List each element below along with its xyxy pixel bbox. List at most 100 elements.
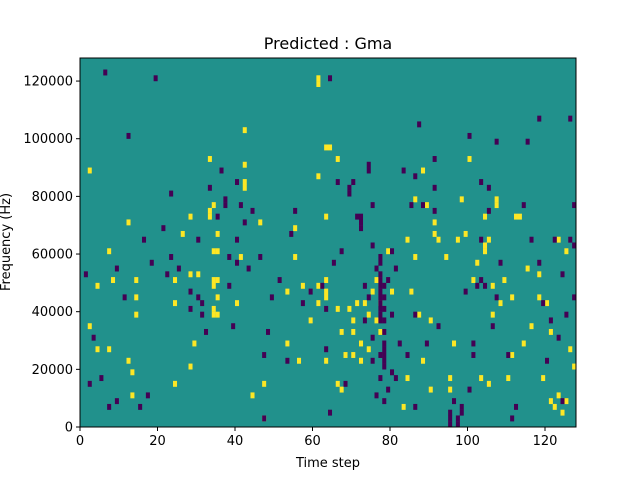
heatmap-cell-low <box>378 375 383 382</box>
heatmap-cell-low <box>382 357 387 364</box>
heatmap-cell-low <box>320 282 325 289</box>
heatmap-cell-low <box>529 236 534 243</box>
heatmap-cell-low <box>366 294 371 301</box>
heatmap-cell-low <box>277 277 282 284</box>
heatmap-cell-high <box>324 213 329 220</box>
heatmap-cell-high <box>471 277 476 284</box>
heatmap-cell-high <box>486 236 491 243</box>
heatmap-cell-low <box>436 323 441 330</box>
heatmap-cell-high <box>413 254 418 260</box>
heatmap-cell-high <box>339 386 344 393</box>
heatmap-cell-high <box>316 81 321 87</box>
heatmap-cell-low <box>87 380 92 387</box>
heatmap-cell-low <box>475 282 480 289</box>
heatmap-cell-low <box>378 271 383 278</box>
heatmap-cell-high <box>452 340 457 347</box>
heatmap-cell-high <box>343 352 348 358</box>
heatmap-cell-high <box>490 282 495 289</box>
heatmap-cell-low <box>122 294 127 301</box>
heatmap-cell-low <box>266 328 271 335</box>
heatmap-cell-high <box>370 288 375 295</box>
heatmap-cell-low <box>231 323 236 330</box>
heatmap-cell-low <box>479 277 484 284</box>
x-tick-label: 100 <box>455 434 480 449</box>
heatmap-cell-high <box>386 248 391 255</box>
heatmap-cell-high <box>494 196 499 203</box>
heatmap-cell-high <box>242 184 247 191</box>
heatmap-cell-high <box>134 311 139 318</box>
heatmap-cell-high <box>537 294 542 301</box>
heatmap-cell-high <box>378 328 383 335</box>
heatmap-cell-low <box>417 121 422 128</box>
heatmap-cell-low <box>413 311 418 318</box>
heatmap-cell-low <box>382 346 387 353</box>
heatmap-cell-low <box>486 184 491 191</box>
heatmap-cell-low <box>448 409 453 416</box>
heatmap-cell-high <box>444 254 449 260</box>
heatmap-cell-low <box>421 202 426 209</box>
heatmap-cell-low <box>153 75 158 82</box>
heatmap-cell-low <box>215 213 220 220</box>
heatmap-cell-low <box>362 282 367 289</box>
heatmap-cell-high <box>235 300 240 307</box>
x-tick-label: 40 <box>227 434 244 449</box>
heatmap-cell-high <box>374 277 379 284</box>
heatmap-cell-high <box>95 346 100 353</box>
heatmap-cell-high <box>324 294 329 301</box>
heatmap-cell-high <box>475 259 480 266</box>
heatmap-cell-high <box>510 352 515 358</box>
heatmap-cell-low <box>514 403 519 410</box>
heatmap-cell-low <box>161 225 166 232</box>
heatmap-cell-low <box>335 179 340 185</box>
heatmap-cell-low <box>498 259 503 266</box>
heatmap-cell-high <box>324 144 329 151</box>
y-axis: 0 20000 40000 60000 80000 100000 120000 <box>23 75 80 436</box>
heatmap-cell-low <box>378 288 383 295</box>
heatmap-cell-high <box>173 300 178 307</box>
heatmap-cell-high <box>300 282 305 289</box>
heatmap-cell-low <box>246 265 251 272</box>
heatmap-cell-low <box>521 202 526 209</box>
heatmap-cell-high <box>455 236 460 243</box>
heatmap-cell-low <box>448 415 453 422</box>
heatmap-cell-low <box>165 271 170 278</box>
heatmap-cell-low <box>413 403 418 410</box>
heatmap-cell-low <box>390 248 395 255</box>
heatmap-cell-low <box>142 236 147 243</box>
heatmap-cell-low <box>560 398 565 405</box>
heatmap-cell-high <box>173 277 178 284</box>
heatmap-cell-low <box>471 352 476 358</box>
heatmap-cell-low <box>378 277 383 284</box>
heatmap-cell-high <box>207 156 212 162</box>
heatmap-cell-high <box>258 219 263 226</box>
heatmap-cell-low <box>494 138 499 145</box>
heatmap-cell-high <box>568 346 573 353</box>
heatmap-cell-low <box>219 167 224 174</box>
heatmap-cell-high <box>250 392 255 399</box>
heatmap-cell-high <box>192 340 197 347</box>
heatmap-cell-high <box>328 144 333 151</box>
heatmap-cell-low <box>378 282 383 289</box>
heatmap-cell-high <box>87 323 92 330</box>
heatmap-cell-high <box>498 300 503 307</box>
heatmap-cell-high <box>432 230 437 237</box>
heatmap-cell-high <box>405 236 410 243</box>
heatmap-cell-high <box>424 202 429 209</box>
heatmap-cell-high <box>324 277 329 284</box>
heatmap-cell-low <box>91 334 96 341</box>
heatmap-cell-high <box>211 202 216 209</box>
heatmap-cell-high <box>107 346 112 353</box>
heatmap-cell-low <box>382 305 387 312</box>
heatmap-cell-low <box>114 265 119 272</box>
y-tick-label: 80000 <box>32 190 73 205</box>
heatmap-cell-high <box>207 213 212 220</box>
heatmap-cell-high <box>316 173 321 180</box>
heatmap-cell-low <box>552 236 557 243</box>
heatmap-cell-high <box>548 398 553 405</box>
heatmap-cell-low <box>463 288 468 295</box>
heatmap-cell-low <box>382 352 387 358</box>
heatmap-cell-high <box>552 403 557 410</box>
heatmap-cell-low <box>223 202 228 209</box>
heatmap-cell-low <box>227 254 232 260</box>
y-tick-label: 100000 <box>23 132 73 147</box>
